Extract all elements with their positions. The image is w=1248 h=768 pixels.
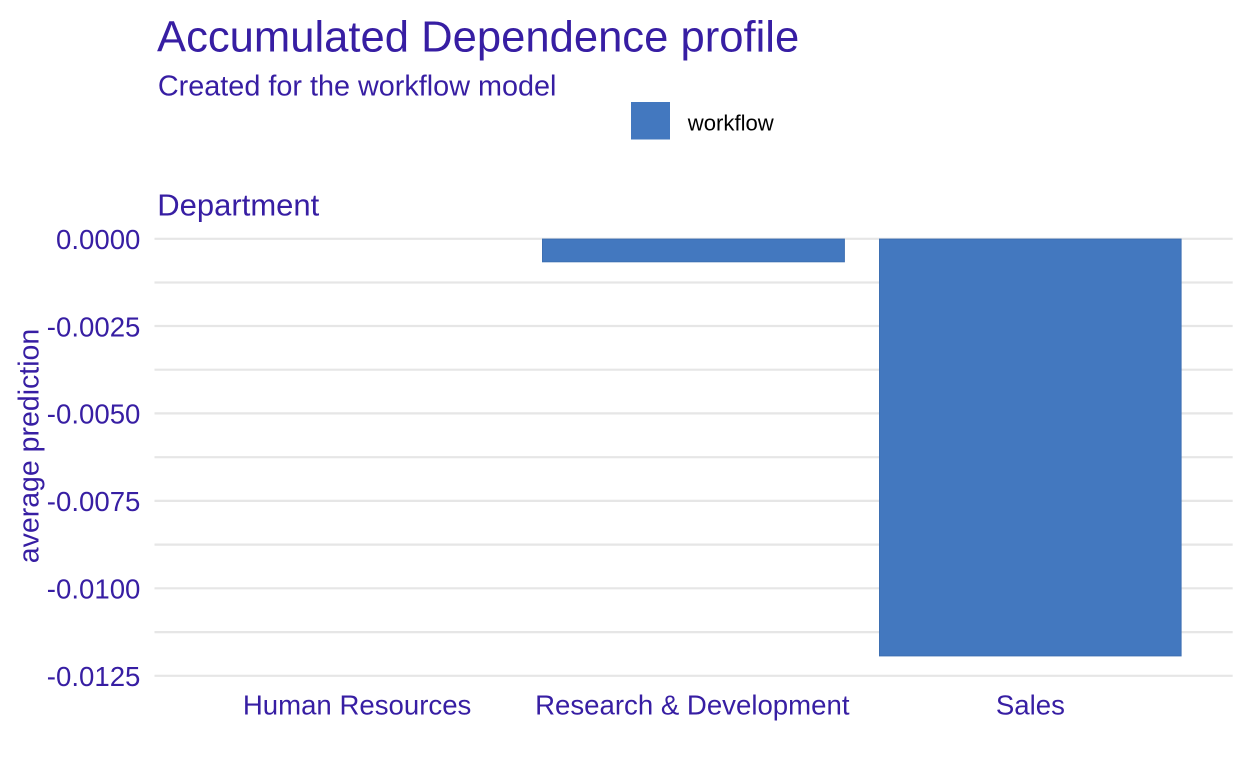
svg-text:Sales: Sales	[996, 689, 1065, 720]
svg-text:0.0000: 0.0000	[56, 224, 140, 255]
svg-text:workflow: workflow	[687, 110, 775, 135]
svg-text:-0.0025: -0.0025	[47, 311, 141, 342]
svg-text:-0.0075: -0.0075	[47, 486, 141, 517]
svg-text:-0.0125: -0.0125	[47, 661, 141, 692]
svg-text:-0.0050: -0.0050	[47, 399, 141, 430]
svg-text:average prediction: average prediction	[14, 329, 46, 564]
svg-text:Research & Development: Research & Development	[535, 689, 850, 720]
svg-text:Human Resources: Human Resources	[243, 689, 472, 720]
svg-text:Accumulated Dependence profile: Accumulated Dependence profile	[157, 14, 799, 62]
svg-text:Department: Department	[157, 188, 319, 223]
svg-text:Created for the workflow model: Created for the workflow model	[158, 70, 557, 102]
svg-text:-0.0100: -0.0100	[47, 574, 141, 605]
